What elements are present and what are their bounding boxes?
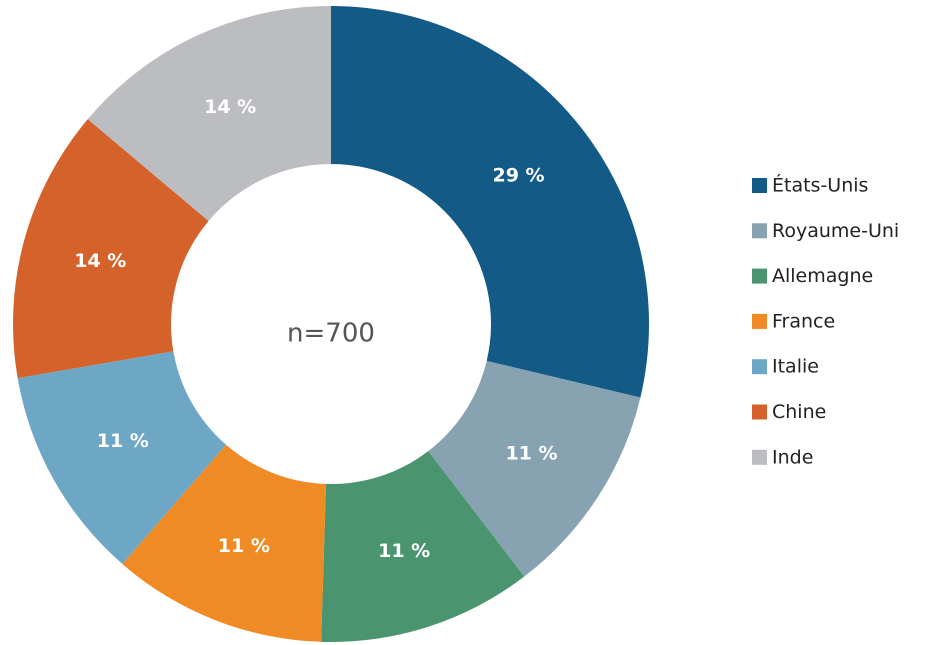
data-label: 14 %	[204, 96, 256, 118]
center-annotation: n=700	[287, 319, 375, 349]
slice	[17, 351, 227, 565]
legend-swatch	[752, 178, 767, 193]
slice	[12, 119, 209, 379]
legend-label: États-Unis	[772, 174, 868, 197]
slice	[87, 5, 331, 221]
data-label: 11 %	[97, 430, 149, 452]
slice	[321, 451, 525, 643]
legend-swatch	[752, 313, 767, 329]
legend-swatch	[752, 268, 767, 284]
legend-swatch	[752, 404, 767, 420]
slice	[122, 444, 327, 642]
slice	[331, 6, 650, 398]
legend-label: Chine	[772, 401, 826, 423]
legend-swatch	[752, 359, 767, 375]
legend-label: France	[772, 310, 835, 332]
slice	[428, 360, 641, 577]
data-label: 11 %	[378, 540, 430, 562]
legend-label: Allemagne	[772, 265, 873, 287]
data-label: 14 %	[74, 250, 126, 272]
data-label: 11 %	[218, 535, 270, 557]
data-label: 11 %	[505, 443, 557, 465]
legend-label: Inde	[772, 446, 813, 468]
legend-swatch	[752, 223, 767, 239]
legend-swatch	[752, 449, 767, 465]
data-label: 29 %	[492, 164, 544, 186]
legend-label: Royaume-Uni	[772, 220, 899, 242]
legend-label: Italie	[772, 356, 819, 378]
